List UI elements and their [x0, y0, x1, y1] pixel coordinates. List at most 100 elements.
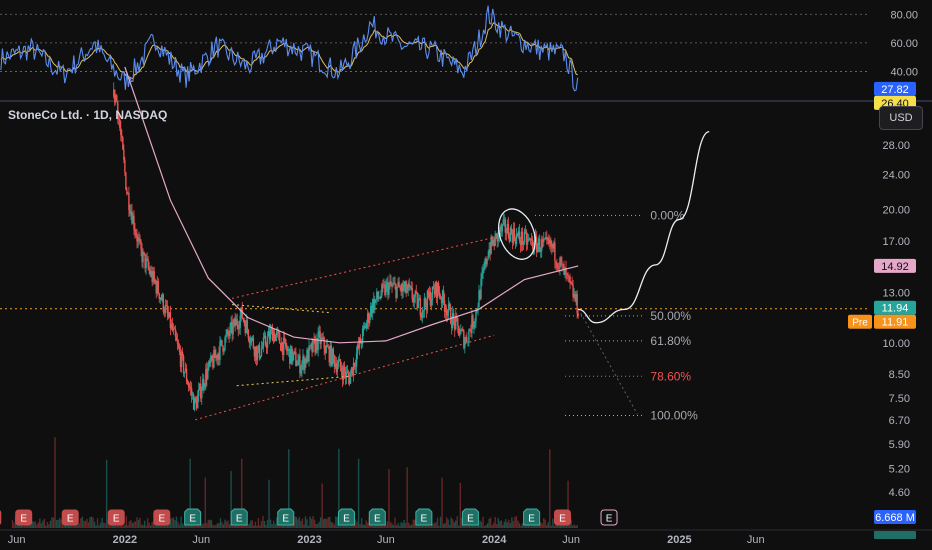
volume-bar	[36, 524, 38, 528]
candle-body	[137, 237, 139, 242]
volume-bar	[535, 524, 537, 528]
volume-bar	[203, 523, 205, 528]
volume-bar	[464, 525, 466, 528]
volume-bar	[222, 524, 225, 528]
fib-level-label: 61.80%	[650, 334, 691, 348]
candle-body	[315, 338, 317, 353]
volume-bar	[272, 520, 275, 528]
volume-bar	[549, 449, 551, 528]
candle-body	[135, 232, 137, 236]
earnings-marker[interactable]: E	[337, 508, 355, 526]
candle-body	[435, 282, 438, 299]
candle-body	[545, 237, 547, 239]
candle-body	[307, 350, 309, 362]
earnings-marker[interactable]: E	[461, 508, 479, 526]
time-tick-label: Jun	[562, 534, 580, 546]
volume-bar	[119, 524, 122, 528]
candle-body	[197, 395, 199, 409]
candle-body	[150, 271, 152, 276]
candle-body	[482, 269, 484, 274]
volume-bar	[174, 520, 176, 528]
volume-bar	[251, 520, 254, 528]
volume-bar	[172, 517, 175, 528]
candle-body	[144, 253, 146, 269]
candle-body	[267, 331, 270, 337]
candle-body	[193, 397, 196, 410]
candle-body	[344, 372, 347, 378]
earnings-marker[interactable]: E	[0, 510, 2, 525]
candle-body	[543, 238, 545, 243]
volume-bar	[558, 525, 560, 528]
earnings-marker[interactable]: E	[107, 509, 125, 526]
candle-body	[459, 333, 461, 336]
fib-trend-line	[577, 308, 638, 415]
time-axis[interactable]: Jun 2022 Jun 2023 Jun 2024 Jun 2025 Jun	[0, 529, 932, 546]
volume-bar	[459, 482, 461, 528]
time-tick-label: Jun	[8, 534, 26, 546]
candle-body	[444, 310, 447, 312]
candle-body	[127, 193, 129, 195]
candle-body	[393, 282, 395, 285]
volume-bar	[362, 524, 364, 528]
earnings-marker[interactable]: E	[230, 508, 248, 526]
candle-body	[278, 333, 281, 344]
candle-body	[516, 234, 519, 236]
price-tick-label: 17.00	[882, 236, 910, 248]
volume-bar	[335, 516, 337, 528]
candle-body	[119, 119, 121, 128]
time-tick-label: 2024	[482, 534, 507, 546]
rsi-line	[0, 5, 579, 92]
candle-body	[253, 347, 256, 357]
volume-bar	[92, 517, 94, 528]
candle-body	[373, 299, 375, 310]
earnings-marker[interactable]: E	[61, 509, 79, 526]
rsi-value-badge-bg	[874, 81, 916, 96]
candle-body	[577, 313, 579, 317]
earnings-marker[interactable]: E	[600, 509, 618, 526]
candle-body	[280, 342, 283, 351]
earnings-marker[interactable]: E	[368, 508, 386, 526]
volume-bar	[318, 521, 320, 528]
volume-bar	[306, 519, 308, 528]
candle-body	[467, 341, 469, 343]
earnings-marker[interactable]: E	[553, 509, 571, 526]
candle-body	[289, 348, 291, 364]
volume-bar	[541, 523, 543, 528]
currency-button[interactable]: USD	[879, 106, 923, 130]
candle-body	[396, 286, 398, 298]
volume-bar	[442, 523, 445, 528]
volume-badge-bg	[874, 510, 916, 524]
earnings-marker-shape	[523, 508, 541, 526]
candle-body	[244, 323, 246, 333]
earnings-marker[interactable]: E	[415, 508, 433, 526]
earnings-marker[interactable]: E	[15, 509, 33, 526]
candle-body	[171, 323, 174, 331]
volume-bar	[219, 518, 222, 528]
volume-bar	[58, 517, 61, 528]
candle-body	[354, 366, 357, 368]
candle-body	[204, 385, 206, 388]
candle-body	[153, 271, 155, 280]
volume-badge-text: 6.668 M	[875, 512, 915, 524]
earnings-marker[interactable]: E	[277, 508, 295, 526]
volume-bar	[210, 520, 213, 528]
last-price-badge-bg	[874, 300, 916, 315]
candle-body	[162, 294, 165, 312]
earnings-marker[interactable]: E	[523, 508, 541, 526]
candle-body	[256, 351, 259, 361]
candle-body	[233, 318, 235, 324]
candle-body	[527, 238, 530, 240]
candle-body	[242, 318, 244, 320]
symbol-legend[interactable]: StoneCo Ltd. · 1D, NASDAQ	[8, 108, 168, 122]
premarket-price-badge-prefix-bg	[848, 314, 872, 329]
candle-body	[131, 211, 133, 224]
candle-body	[308, 345, 310, 362]
earnings-marker[interactable]: E	[153, 509, 171, 526]
volume-bar	[204, 477, 207, 528]
candle-body	[208, 361, 210, 369]
candle-body	[360, 343, 363, 344]
earnings-marker[interactable]: E	[184, 508, 202, 526]
volume-bar	[357, 458, 360, 528]
